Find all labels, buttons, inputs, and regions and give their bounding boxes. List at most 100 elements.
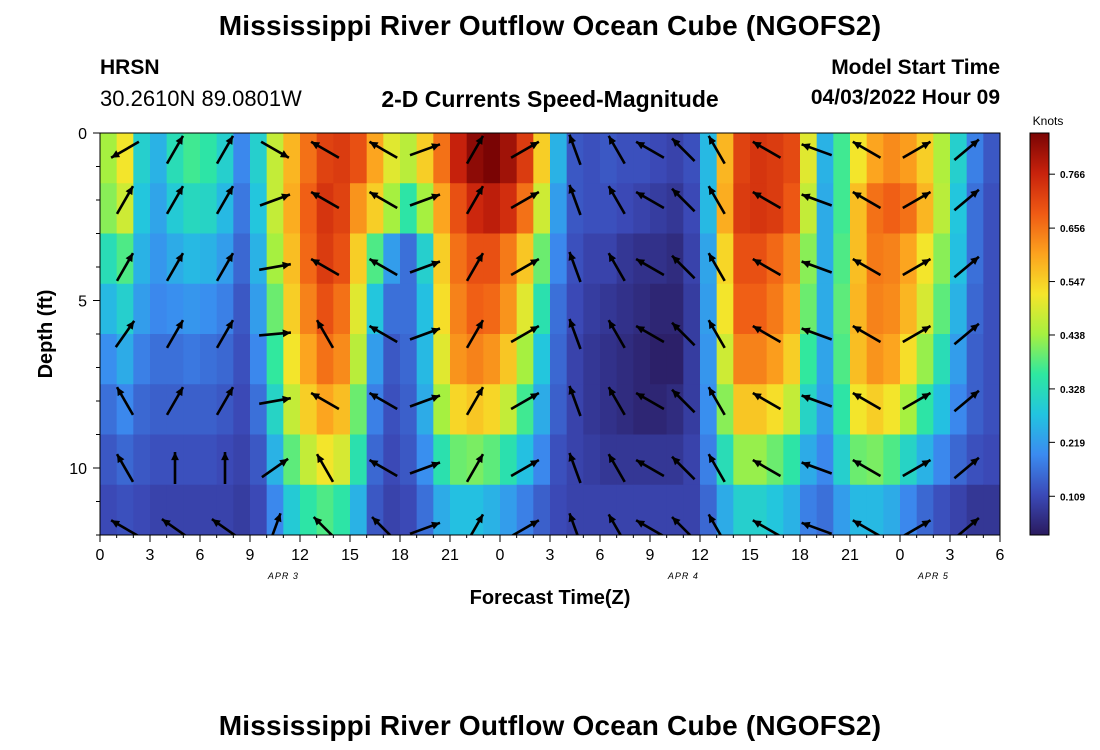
heatmap-cell bbox=[200, 484, 218, 535]
heatmap-cell bbox=[900, 434, 918, 486]
heatmap-cell bbox=[533, 484, 551, 535]
x-tick-label: 3 bbox=[946, 547, 955, 564]
heatmap-cell bbox=[383, 283, 401, 335]
heatmap-cell bbox=[266, 334, 284, 385]
current-vector bbox=[215, 319, 235, 349]
y-tick-label: 5 bbox=[78, 294, 87, 311]
heatmap-cell bbox=[833, 283, 851, 335]
heatmap-cell bbox=[400, 334, 418, 385]
heatmap-cell bbox=[333, 283, 351, 335]
current-vector bbox=[510, 391, 540, 411]
heatmap-cell bbox=[483, 384, 501, 436]
heatmap-cell bbox=[133, 233, 151, 285]
heatmap-cell bbox=[700, 334, 718, 385]
heatmap-cell bbox=[366, 384, 384, 436]
heatmap-cell bbox=[133, 133, 151, 184]
heatmap-cell bbox=[150, 283, 168, 335]
current-vector bbox=[215, 386, 235, 416]
heatmap-cell bbox=[716, 183, 734, 235]
heatmap-cell bbox=[433, 434, 451, 486]
heatmap-cell bbox=[850, 283, 868, 335]
heatmap-cell bbox=[433, 334, 451, 385]
heatmap-cell bbox=[450, 484, 468, 535]
x-tick-label: 21 bbox=[841, 547, 859, 564]
heatmap-cell bbox=[450, 434, 468, 486]
current-vector bbox=[465, 185, 485, 215]
heatmap-cell bbox=[766, 233, 784, 285]
colorbar-tick-label: 0.109 bbox=[1060, 492, 1085, 503]
heatmap-cell bbox=[350, 484, 368, 535]
heatmap-cell bbox=[400, 283, 418, 335]
heatmap-cell bbox=[933, 484, 951, 535]
current-vector bbox=[752, 458, 782, 478]
heatmap-cell bbox=[183, 384, 201, 436]
current-vector bbox=[465, 453, 485, 483]
heatmap-cell bbox=[366, 434, 384, 486]
heatmap-cell bbox=[266, 283, 284, 335]
heatmap-cell bbox=[933, 384, 951, 436]
current-vector bbox=[310, 257, 340, 277]
colorbar-tick-label: 0.438 bbox=[1060, 331, 1085, 342]
heatmap-cell bbox=[316, 233, 334, 285]
heatmap-cell bbox=[166, 484, 184, 535]
heatmap-cell bbox=[300, 183, 318, 235]
heatmap-cell bbox=[450, 384, 468, 436]
current-vector bbox=[752, 190, 782, 210]
heatmap-cell bbox=[950, 434, 968, 486]
x-tick-label: 6 bbox=[996, 547, 1005, 564]
current-vector bbox=[852, 391, 882, 411]
heatmap-cell bbox=[533, 183, 551, 235]
heatmap-cell bbox=[800, 334, 818, 385]
heatmap-cell bbox=[316, 283, 334, 335]
current-vector bbox=[115, 252, 135, 282]
x-tick-label: 15 bbox=[341, 547, 359, 564]
current-vector bbox=[801, 461, 833, 475]
heatmap-cell bbox=[816, 384, 834, 436]
heatmap-cell bbox=[883, 334, 901, 385]
colorbar-tick-label: 0.328 bbox=[1060, 385, 1085, 396]
heatmap-cell bbox=[500, 183, 518, 235]
current-vector bbox=[510, 519, 540, 535]
current-vector bbox=[409, 260, 441, 274]
current-vector bbox=[953, 322, 980, 346]
current-vector bbox=[752, 391, 782, 411]
heatmap-cell bbox=[200, 283, 218, 335]
heatmap-cell bbox=[383, 384, 401, 436]
heatmap-cell bbox=[850, 434, 868, 486]
current-vector bbox=[310, 190, 340, 210]
heatmap-cell bbox=[500, 283, 518, 335]
heatmap-cell bbox=[983, 434, 1000, 486]
heatmap-cell bbox=[900, 183, 918, 235]
heatmap-cell bbox=[383, 183, 401, 235]
heatmap-cell bbox=[366, 334, 384, 385]
current-vector bbox=[953, 456, 980, 480]
heatmap-cell bbox=[283, 384, 301, 436]
current-vector bbox=[801, 327, 833, 341]
current-vector bbox=[510, 140, 540, 159]
heatmap-cell bbox=[916, 434, 934, 486]
heatmap-cell bbox=[700, 283, 718, 335]
heatmap-cell bbox=[883, 384, 901, 436]
heatmap-cell bbox=[433, 183, 451, 235]
heatmap-cell bbox=[150, 183, 168, 235]
heatmap-cell bbox=[600, 434, 618, 486]
heatmap-cell bbox=[800, 434, 818, 486]
current-vector bbox=[165, 135, 185, 165]
current-vector bbox=[465, 386, 485, 416]
heatmap-cell bbox=[116, 384, 134, 436]
heatmap-cell bbox=[716, 484, 734, 535]
heatmap-cell bbox=[383, 233, 401, 285]
heatmap-cell bbox=[833, 484, 851, 535]
heatmap-cell bbox=[300, 384, 318, 436]
date-label: APR 3 bbox=[267, 571, 299, 581]
heatmap-cell bbox=[466, 183, 484, 235]
heatmap-cell bbox=[966, 283, 984, 335]
current-vector bbox=[110, 519, 140, 535]
current-vector bbox=[409, 461, 441, 475]
current-vector bbox=[852, 458, 882, 478]
heatmap-cell bbox=[300, 434, 318, 486]
heatmap-cell bbox=[100, 484, 118, 535]
heatmap-cell bbox=[950, 334, 968, 385]
current-vector bbox=[465, 135, 485, 165]
heatmap-cell bbox=[750, 233, 768, 285]
